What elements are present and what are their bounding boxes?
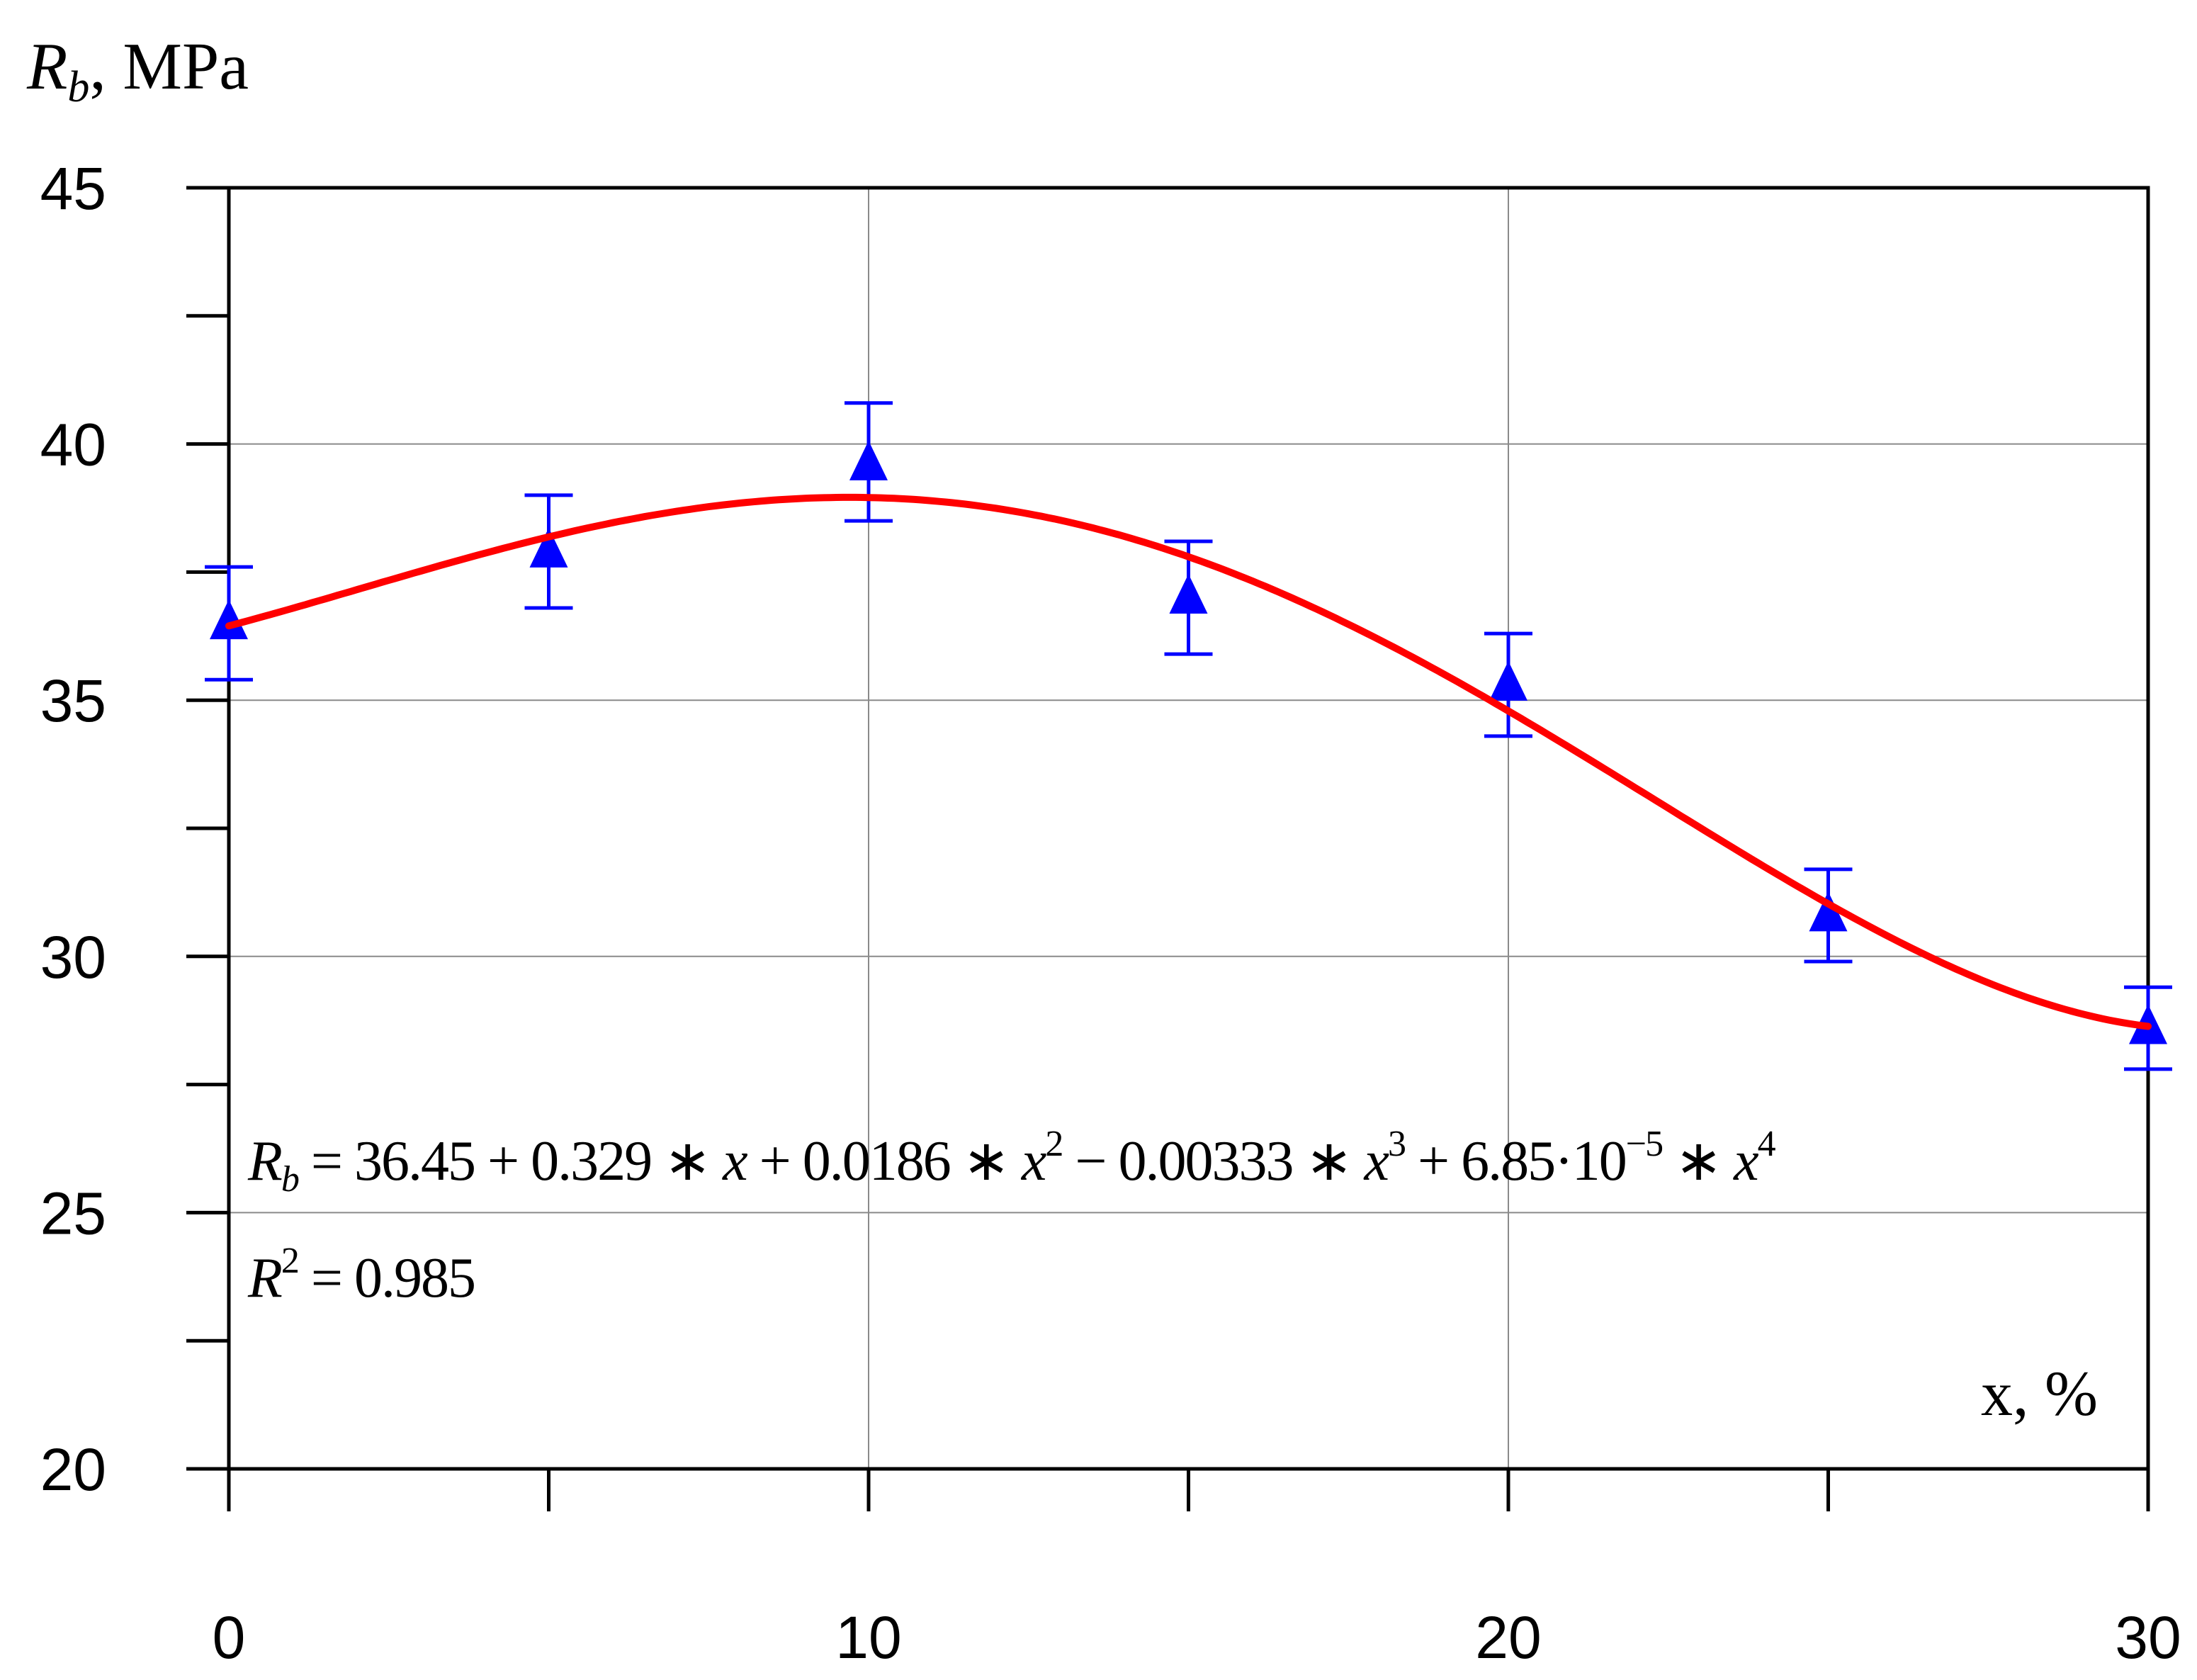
plot-frame <box>227 186 2150 1471</box>
y-tick-label: 25 <box>40 1180 106 1246</box>
triangle-marker <box>210 599 248 640</box>
triangle-marker <box>849 440 888 480</box>
axis-ticks <box>186 186 2150 1511</box>
y-tick-label: 20 <box>40 1436 106 1503</box>
y-tick-label: 35 <box>40 667 106 734</box>
fit-curve <box>225 493 2152 1030</box>
data-markers <box>210 440 2167 1044</box>
triangle-marker <box>1489 660 1527 701</box>
y-tick-label: 30 <box>40 924 106 991</box>
x-axis-label: x, % <box>1981 1359 2098 1429</box>
x-tick-label: 10 <box>835 1604 901 1671</box>
grid <box>229 188 2148 1469</box>
y-tick-label: 45 <box>40 155 106 222</box>
y-axis-label: Rb, MPa <box>27 30 249 111</box>
y-tick-label: 40 <box>40 412 106 478</box>
fit-equation: Rb = 36.45 + 0.329 ∗ x + 0.0186 ∗ x2 − 0… <box>248 1124 1776 1200</box>
error-bars <box>205 401 2172 1071</box>
triangle-marker <box>529 527 568 568</box>
triangle-marker <box>1169 573 1208 614</box>
x-tick-label: 30 <box>2115 1604 2181 1671</box>
x-tick-label: 0 <box>213 1604 246 1671</box>
triangle-marker <box>1809 891 1848 932</box>
x-tick-label: 20 <box>1475 1604 1541 1671</box>
r-squared: R2 = 0.985 <box>248 1241 476 1309</box>
tick-labels: 20 25 30 35 40 45 0 10 20 30 <box>40 155 2181 1671</box>
